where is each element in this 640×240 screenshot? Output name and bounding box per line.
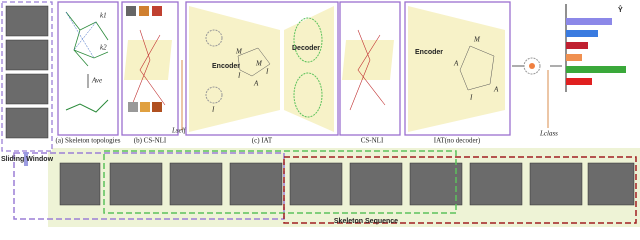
- node-label: I: [211, 106, 215, 114]
- plane: [124, 40, 172, 80]
- frame: [169, 162, 223, 206]
- caption: (a) Skeleton topologies: [56, 137, 121, 145]
- graph: [459, 45, 495, 91]
- patch: [152, 6, 162, 16]
- node-label: A: [493, 86, 499, 94]
- bar: [566, 30, 598, 37]
- token: [529, 63, 535, 69]
- graph: [237, 47, 271, 77]
- frame: [5, 107, 49, 139]
- graph: [65, 11, 109, 67]
- links: [129, 29, 166, 111]
- frame: [5, 39, 49, 71]
- frame: [587, 162, 635, 206]
- window-box: [283, 156, 637, 224]
- window-box: [103, 150, 457, 214]
- node-label: M: [473, 36, 481, 44]
- node-label: I: [265, 68, 269, 76]
- frame: [469, 162, 523, 206]
- bar: [566, 18, 612, 25]
- frame: [289, 162, 343, 206]
- node-label: Ave: [91, 77, 102, 85]
- token: [205, 86, 223, 104]
- links: [349, 29, 386, 111]
- caption: IAT(no decoder): [434, 137, 481, 145]
- encoder-label: Encoder: [415, 49, 443, 56]
- bar: [566, 42, 588, 49]
- loss-label: Lself: [171, 127, 187, 135]
- frame: [5, 5, 49, 37]
- encoder-label: Encoder: [212, 63, 240, 70]
- diagram: Skeleton Sequence Sliding Window k1 k2 A…: [1, 1, 640, 227]
- panel: [57, 1, 119, 136]
- node-label: k1: [100, 12, 107, 20]
- node-label: k2: [100, 44, 107, 52]
- sequence-frames: [59, 162, 635, 206]
- frame: [59, 162, 101, 206]
- bar: [566, 78, 592, 85]
- sliding-window-label: Sliding Window: [1, 156, 54, 163]
- patch: [126, 6, 136, 16]
- node-label: A: [453, 60, 459, 68]
- bar: [566, 66, 626, 73]
- bar: [566, 54, 582, 61]
- node-label: M: [255, 60, 263, 68]
- encoder: [408, 6, 505, 132]
- output-label: Ŷ: [618, 5, 623, 14]
- graph: [65, 99, 109, 113]
- frame: [109, 162, 163, 206]
- decoder-label: Decoder: [292, 45, 320, 52]
- frame: [349, 162, 403, 206]
- frame: [529, 162, 583, 206]
- token: [523, 57, 541, 75]
- encoder: [189, 6, 280, 132]
- patch: [152, 102, 162, 112]
- patch: [140, 102, 150, 112]
- body: {"sliding_window": "Sliding Window", "pa…: [0, 0, 640, 227]
- node-label: A: [253, 80, 259, 88]
- caption: CS-NLI: [361, 137, 384, 145]
- sequence-label: Skeleton Sequence: [334, 218, 398, 225]
- caption: (c) IAT: [252, 137, 273, 145]
- frame: [409, 162, 463, 206]
- caption: (b) CS-NLI: [134, 137, 167, 145]
- patch: [128, 102, 138, 112]
- token: [293, 72, 323, 118]
- token: [205, 29, 223, 47]
- node-label: I: [469, 94, 473, 102]
- token: [293, 17, 323, 63]
- node-label: I: [237, 72, 241, 80]
- page: Skeleton pipeline diagram body { margin:…: [0, 0, 640, 227]
- node-label: M: [235, 48, 243, 56]
- frame: [5, 73, 49, 105]
- frame: [229, 162, 283, 206]
- plane: [342, 40, 394, 80]
- loss-label: Lclass: [539, 130, 558, 138]
- patch: [139, 6, 149, 16]
